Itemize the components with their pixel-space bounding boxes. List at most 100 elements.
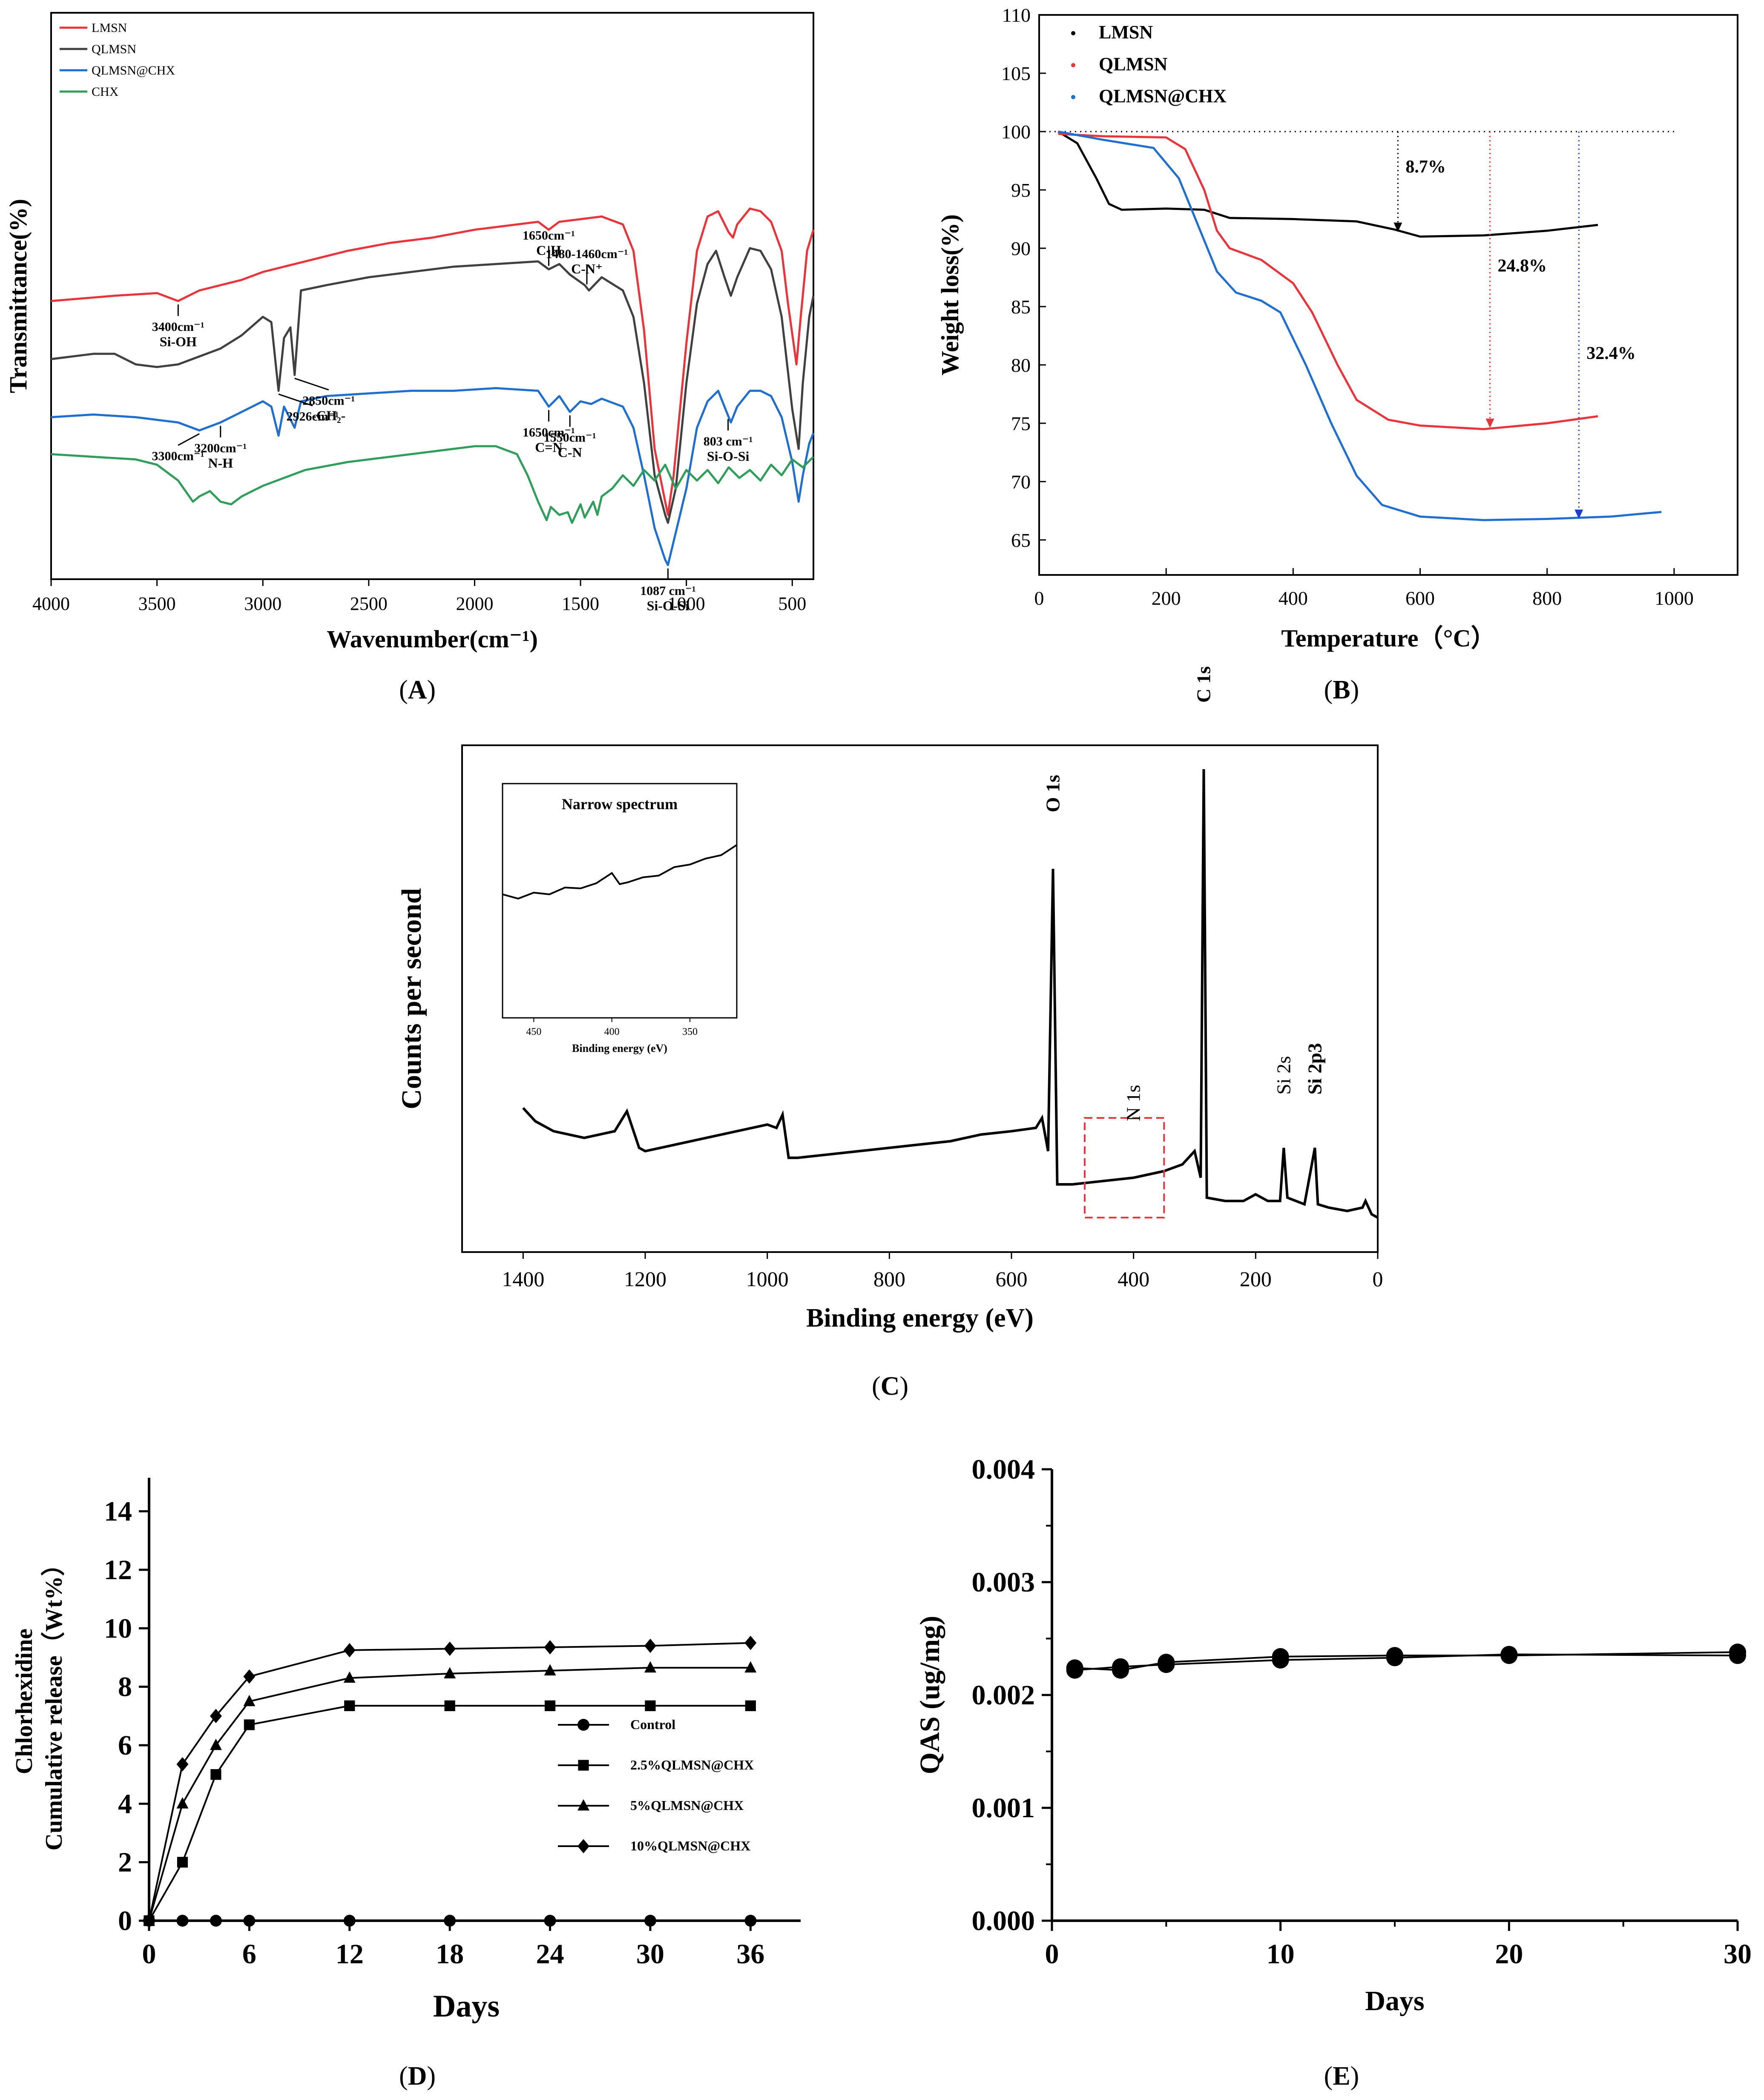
annotation-label: 1480-1460cm⁻¹: [546, 247, 628, 261]
x-tick-label: 400: [1118, 1267, 1149, 1291]
data-point: [1066, 1661, 1083, 1679]
data-point: [444, 1915, 456, 1927]
series-line: [148, 1642, 751, 1921]
loss-label: 32.4%: [1586, 344, 1636, 363]
annotation-label: 1650cm⁻¹: [523, 425, 575, 440]
x-tick-label: 1200: [624, 1267, 667, 1291]
data-point: [177, 1857, 188, 1868]
x-tick-label: 400: [1278, 587, 1308, 609]
legend-label: QLMSN: [92, 42, 136, 56]
y-tick-label: 70: [1011, 471, 1031, 493]
inset-x-tick-label: 450: [526, 1026, 541, 1037]
x-tick-label: 2000: [456, 593, 493, 614]
qas-chart: 0 10 20 30 0.000 0.001 0.002 0.003 0.004 Days QAS …: [914, 1454, 1752, 2017]
annotation-arrow: [178, 433, 200, 446]
data-point: [210, 1769, 221, 1780]
legend-label: QLMSN@CHX: [92, 63, 175, 78]
y-tick-label: 105: [1001, 63, 1031, 84]
annotation-label: 2850cm⁻¹: [302, 394, 355, 408]
legend-marker: [1071, 31, 1075, 35]
annotation-sublabel: C-N: [558, 445, 582, 460]
data-point: [176, 1757, 189, 1772]
annotation-label: 1650cm⁻¹: [523, 228, 575, 242]
data-point: [343, 1915, 356, 1927]
annotation-sublabel: C-H: [536, 242, 561, 258]
legend-label: QLMSN@CHX: [1099, 86, 1227, 106]
x-tick-label: 200: [1152, 587, 1181, 609]
y-axis-label: Counts per second: [396, 888, 427, 1109]
data-point: [344, 1700, 355, 1711]
peak-label: O 1s: [1042, 775, 1063, 812]
y-tick-label: 8: [118, 1672, 132, 1703]
legend-label: 10%QLMSN@CHX: [630, 1838, 750, 1853]
xps-chart: 1400 1200 1000 800 600 400 200 0 Binding energy …: [396, 666, 1383, 1333]
y-tick-label: 12: [104, 1554, 132, 1586]
y-tick-label: 14: [104, 1496, 132, 1527]
data-point: [244, 1719, 255, 1730]
x-tick-label: 30: [1724, 1939, 1752, 1970]
y-tick-label: 6: [118, 1730, 132, 1761]
x-tick-label: 600: [1405, 587, 1435, 609]
x-tick-label: 36: [736, 1939, 764, 1970]
inset-x-axis-label: Binding energy (eV): [572, 1042, 667, 1054]
y-tick-label: 4: [118, 1788, 132, 1819]
x-axis-label: Days: [433, 1989, 500, 2024]
annotation-sublabel: -CH₂-: [312, 408, 345, 423]
y-tick-label: 0.003: [972, 1567, 1035, 1598]
y-tick-label: 10: [104, 1613, 132, 1644]
data-point: [176, 1915, 189, 1927]
annotation-sublabel: Si-O-Si: [647, 598, 690, 613]
inset-x-tick-label: 350: [682, 1026, 698, 1037]
y-tick-label: 85: [1011, 296, 1031, 318]
x-tick-label: 3000: [244, 593, 282, 614]
y-tick-label: 0.001: [972, 1793, 1035, 1824]
peak-label: N 1s: [1123, 1085, 1144, 1121]
data-point: [243, 1915, 256, 1927]
peak-label: C 1s: [1193, 666, 1215, 703]
data-point: [544, 1664, 556, 1676]
x-tick-label: 800: [873, 1267, 905, 1291]
caption-c: (C): [871, 1372, 909, 1401]
x-tick-label: 600: [996, 1267, 1028, 1291]
plot-frame: [1038, 14, 1738, 576]
x-tick-label: 0: [1045, 1939, 1059, 1970]
y-tick-label: 65: [1011, 529, 1031, 551]
x-tick-label: 1000: [668, 593, 705, 614]
x-tick-label: 2500: [350, 593, 388, 614]
plot-frame: [461, 744, 1379, 1253]
annotation-sublabel: C-N⁺: [571, 261, 603, 276]
x-tick-label: 30: [636, 1939, 664, 1970]
release-chart: 0 6 12 18 24 30 3602468101214DaysChlorhexidine…: [11, 1478, 801, 2024]
panel-a: 4000 3500 3000 2500 2000 1500 1000 500 Wavenumbe…: [0, 0, 852, 681]
loss-arrow-head: [1574, 509, 1583, 519]
data-point: [645, 1700, 656, 1711]
ftir-chart: 4000 3500 3000 2500 2000 1500 1000 500 Wavenumbe…: [4, 12, 815, 653]
legend-marker: [578, 1760, 589, 1771]
data-point: [544, 1700, 556, 1711]
data-point: [1729, 1647, 1746, 1664]
annotation-label: 3400cm⁻¹: [152, 320, 204, 334]
annotation-label: 3300cm⁻¹: [152, 449, 204, 463]
y-tick-label: 0.000: [972, 1905, 1035, 1936]
series-line-lmsn: [1057, 130, 1598, 238]
legend-label: LMSN: [92, 21, 127, 35]
legend-label: 5%QLMSN@CHX: [630, 1798, 744, 1813]
annotation-label: 1550cm⁻¹: [544, 431, 596, 445]
x-tick-label: 3500: [138, 593, 176, 614]
survey-spectrum-line: [522, 769, 1379, 1219]
caption-d: (D): [399, 2062, 436, 2091]
y-tick-label: 90: [1011, 238, 1031, 259]
y-tick-label: 100: [1001, 121, 1031, 143]
legend-marker: [577, 1719, 589, 1731]
panel-e: 0 10 20 30 0.000 0.001 0.002 0.003 0.004 Days QAS …: [894, 1448, 1764, 2061]
y-axis-label: Chlorhexidine: [11, 1629, 37, 1774]
x-tick-label: 4000: [32, 593, 70, 614]
y-tick-label: 110: [1002, 4, 1031, 26]
annotation-label: 3200cm⁻¹: [194, 441, 247, 455]
series-line-qlmsn: [51, 247, 815, 524]
x-axis-label: Wavenumber(cm⁻¹): [327, 625, 538, 653]
data-point: [1158, 1656, 1175, 1673]
series-line: [148, 1705, 751, 1921]
x-tick-label: 24: [536, 1939, 564, 1970]
panel-c: 1400 1200 1000 800 600 400 200 0 Binding energy …: [383, 666, 1405, 1380]
